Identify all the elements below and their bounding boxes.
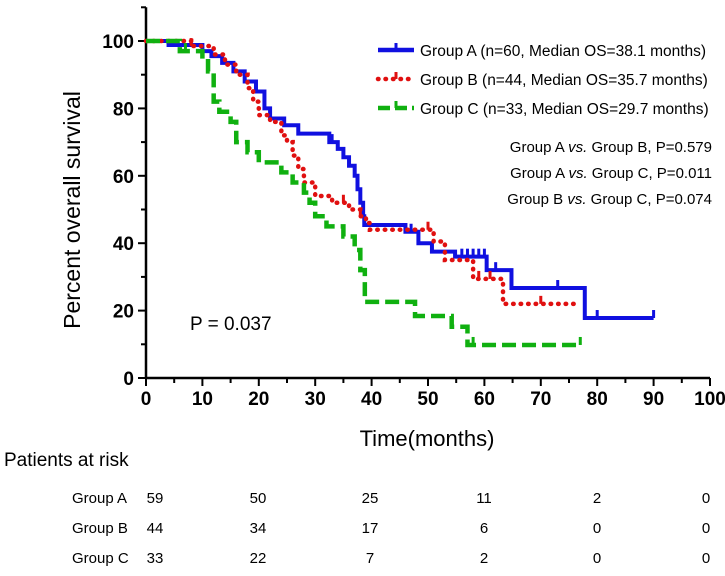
risk-cell: 25 [362,490,379,507]
series-2-curve [143,38,580,307]
comparison-1: Group A vs. Group B, P=0.579 [510,139,712,156]
risk-row-label: Group A [72,490,127,507]
risk-cell: 7 [366,550,374,567]
risk-cell: 50 [250,490,267,507]
comparison-vs: vs. [568,139,587,156]
risk-cell: 2 [593,490,601,507]
x-tick-label: 10 [192,389,213,410]
overall-p-value: P = 0.037 [190,314,272,335]
y-axis-label: Percent overall survival [59,91,85,329]
comparison-group-1: Group A [510,139,568,156]
risk-cell: 33 [147,550,164,567]
comparison-3: Group B vs. Group C, P=0.074 [507,191,712,208]
risk-cell: 44 [147,520,164,537]
comparison-group-2: Group C, P=0.074 [587,191,713,208]
comparison-group-2: Group B, P=0.579 [587,139,712,156]
risk-cell: 22 [250,550,267,567]
x-tick-label: 30 [305,389,326,410]
risk-cell: 6 [480,520,488,537]
x-tick-label: 90 [643,389,664,410]
x-tick-label: 100 [694,389,725,410]
legend-label-3: Group C (n=33, Median OS=29.7 months) [420,101,709,118]
y-tick-label: 20 [113,302,134,323]
y-tick-label: 80 [113,99,134,120]
risk-cell: 17 [362,520,379,537]
legend: Group A (n=60, Median OS=38.1 months) Gro… [375,43,709,118]
comparison-group-2: Group C, P=0.011 [588,165,712,182]
y-tick-label: 0 [123,369,134,390]
risk-row-label: Group C [72,550,129,567]
x-tick-label: 40 [361,389,382,410]
x-tick-label: 20 [248,389,269,410]
x-tick-label: 0 [141,389,152,410]
x-tick-label: 80 [587,389,608,410]
legend-label-1: Group A (n=60, Median OS=38.1 months) [420,43,706,60]
y-tick-label: 60 [113,167,134,188]
risk-cell: 0 [593,520,601,537]
comparison-vs: vs. [568,165,587,182]
x-tick-label: 50 [417,389,438,410]
risk-cell: 2 [480,550,488,567]
risk-cell: 34 [250,520,267,537]
risk-table: Group A 59 50 25 11 2 0 Group B 44 34 17 6 0 0 Group C… [72,490,710,567]
comparison-group-1: Group B [507,191,567,208]
risk-cell: 0 [702,550,710,567]
x-tick-label: 70 [530,389,551,410]
comparison-vs: vs. [567,191,586,208]
x-axis-label: Time(months) [360,426,495,451]
risk-table-title: Patients at risk [4,450,129,471]
comparison-2: Group A vs. Group C, P=0.011 [510,165,712,182]
legend-label-2: Group B (n=44, Median OS=35.7 months) [420,72,708,89]
risk-cell: 0 [702,490,710,507]
y-tick-label: 100 [102,32,134,53]
x-tick-label: 60 [474,389,495,410]
risk-cell: 11 [476,490,492,507]
y-tick-label: 40 [113,234,134,255]
risk-row-label: Group B [72,520,128,537]
risk-cell: 0 [593,550,601,567]
axes: 0 10 20 30 40 50 60 70 80 90 100 0 20 40 60 80 100 [102,6,725,410]
survival-curves [143,38,656,348]
series-3-curve [146,38,581,348]
risk-cell: 0 [702,520,710,537]
risk-cell: 59 [147,490,164,507]
comparison-group-1: Group A [510,165,568,182]
